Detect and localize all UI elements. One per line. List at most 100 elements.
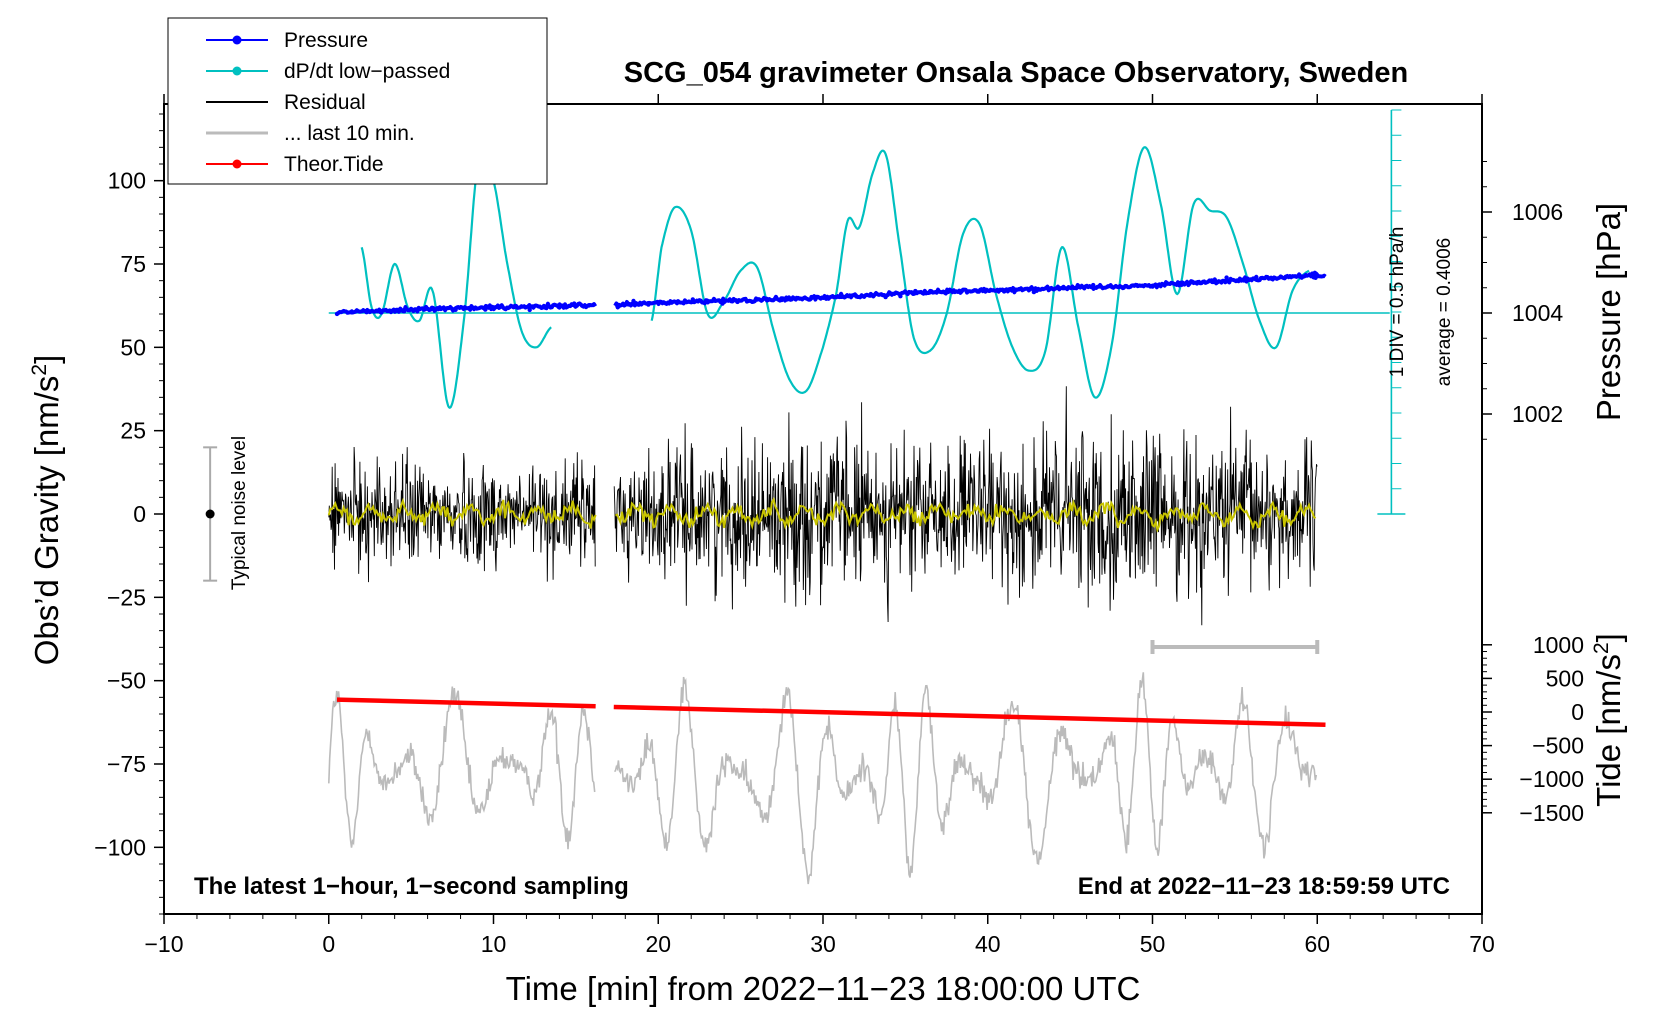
dpdt-scale-label: 1 DIV = 0.5 hPa/h bbox=[1387, 227, 1408, 378]
dpdt-line-1 bbox=[360, 147, 552, 409]
y-tick-label: −75 bbox=[107, 751, 146, 777]
tide-tick-label: 1000 bbox=[1533, 632, 1584, 658]
pressure-point bbox=[646, 302, 651, 307]
pressure-point bbox=[957, 288, 962, 294]
x-tick-label: 30 bbox=[810, 931, 836, 957]
x-tick-label: −10 bbox=[144, 931, 183, 957]
pressure-point bbox=[483, 307, 488, 312]
pressure-point bbox=[794, 295, 799, 301]
pressure-point bbox=[542, 304, 547, 310]
y-tick-label: −25 bbox=[107, 584, 146, 610]
pressure-axis-label: Pressure [hPa] bbox=[1590, 203, 1627, 421]
legend-label-4: ... last 10 min. bbox=[284, 122, 415, 145]
pressure-point bbox=[942, 290, 948, 295]
y-tick-label: −50 bbox=[107, 668, 146, 694]
pressure-point bbox=[453, 307, 458, 312]
tide-segment-1 bbox=[336, 697, 596, 709]
legend-marker-5 bbox=[232, 159, 242, 169]
pressure-point bbox=[364, 310, 369, 315]
tide-tick-label: −1000 bbox=[1519, 766, 1584, 792]
pressure-point bbox=[1283, 274, 1289, 279]
pressure-point bbox=[675, 299, 681, 304]
pressure-point bbox=[1061, 284, 1066, 290]
pressure-point bbox=[1031, 289, 1037, 295]
residual-series bbox=[328, 386, 1318, 626]
legend-label-3: Residual bbox=[284, 91, 366, 114]
pressure-point bbox=[987, 288, 992, 293]
pressure-point bbox=[809, 294, 814, 300]
pressure-point bbox=[616, 304, 621, 309]
pressure-point bbox=[868, 291, 873, 297]
pressure-point bbox=[883, 294, 888, 300]
y-tick-label: 50 bbox=[120, 334, 146, 360]
pressure-point bbox=[853, 293, 859, 298]
x-tick-label: 50 bbox=[1140, 931, 1166, 957]
pressure-point bbox=[824, 296, 829, 301]
dpdt-average-label: average = 0.4006 bbox=[1434, 238, 1455, 386]
pressure-point bbox=[1254, 274, 1259, 280]
pressure-point bbox=[1105, 284, 1111, 289]
pressure-point bbox=[1076, 284, 1081, 290]
tide-axis-ticks: 1000 500 0 −500 −1000 −1500 bbox=[1482, 632, 1584, 826]
y-tick-label: 75 bbox=[120, 251, 146, 277]
pressure-point bbox=[1120, 285, 1126, 291]
pressure-point bbox=[394, 308, 399, 313]
tide-segment-2 bbox=[613, 704, 1326, 728]
pressure-point bbox=[690, 297, 695, 302]
noise-center-dot bbox=[205, 509, 215, 519]
dpdt-scale-bar bbox=[1377, 109, 1406, 515]
pressure-point bbox=[764, 298, 770, 303]
pressure-point bbox=[1298, 274, 1304, 280]
pressure-point bbox=[438, 306, 443, 311]
last-10-min-bracket bbox=[1150, 640, 1320, 654]
pressure-axis-ticks: 1002 1004 1006 bbox=[1482, 161, 1563, 440]
legend-label-5: Theor.Tide bbox=[284, 153, 384, 176]
residual-smoothed-series bbox=[327, 497, 1317, 533]
pressure-point bbox=[898, 294, 903, 299]
x-tick-label: 70 bbox=[1469, 931, 1495, 957]
chart-title: SCG_054 gravimeter Onsala Space Observat… bbox=[624, 57, 1408, 89]
pressure-point bbox=[512, 303, 518, 309]
pressure-tick-label: 1002 bbox=[1512, 401, 1563, 427]
pressure-point bbox=[1224, 275, 1229, 280]
dpdt-line-2 bbox=[650, 146, 1310, 399]
pressure-tick-label: 1006 bbox=[1512, 199, 1563, 225]
legend-label-2: dP/dt low−passed bbox=[284, 60, 450, 83]
theoretical-tide-series bbox=[336, 697, 1326, 728]
pressure-point bbox=[1016, 287, 1022, 292]
last-10-min-line bbox=[328, 672, 1318, 885]
pressure-point bbox=[927, 290, 933, 295]
x-tick-label: 20 bbox=[645, 931, 671, 957]
pressure-point bbox=[1180, 280, 1185, 285]
tide-tick-label: 0 bbox=[1571, 699, 1584, 725]
pressure-point bbox=[838, 291, 844, 297]
pressure-point bbox=[705, 300, 710, 305]
pressure-point bbox=[1268, 275, 1274, 280]
pressure-point bbox=[349, 309, 354, 314]
pressure-point bbox=[661, 300, 666, 305]
x-tick-label: 40 bbox=[975, 931, 1001, 957]
pressure-point bbox=[972, 288, 977, 293]
legend-marker-1 bbox=[232, 35, 242, 45]
tide-tick-label: −1500 bbox=[1519, 800, 1584, 826]
y-tick-label: −100 bbox=[94, 834, 146, 860]
last-10-min-series bbox=[328, 672, 1318, 885]
pressure-point bbox=[1002, 289, 1007, 294]
note-latest-hour: The latest 1−hour, 1−second sampling bbox=[194, 873, 629, 900]
y-axis-ticks: 100 75 50 25 0 −25 −50 −75 −100 bbox=[94, 113, 164, 915]
pressure-point bbox=[1091, 282, 1096, 288]
dpdt-series bbox=[360, 146, 1310, 409]
pressure-point bbox=[1239, 278, 1244, 283]
pressure-point bbox=[1209, 278, 1215, 283]
pressure-point bbox=[750, 299, 755, 304]
pressure-point bbox=[557, 305, 562, 310]
pressure-series bbox=[334, 270, 1327, 317]
noise-level-indicator bbox=[203, 446, 218, 582]
pressure-point bbox=[423, 304, 429, 310]
pressure-point bbox=[1046, 286, 1051, 291]
legend-items: Pressure dP/dt low−passed Residual ... last… bbox=[206, 29, 450, 176]
pressure-point bbox=[720, 301, 725, 306]
pressure-point bbox=[913, 288, 918, 294]
legend: Pressure dP/dt low−passed Residual ... last… bbox=[167, 17, 548, 185]
pressure-point bbox=[1150, 284, 1155, 289]
